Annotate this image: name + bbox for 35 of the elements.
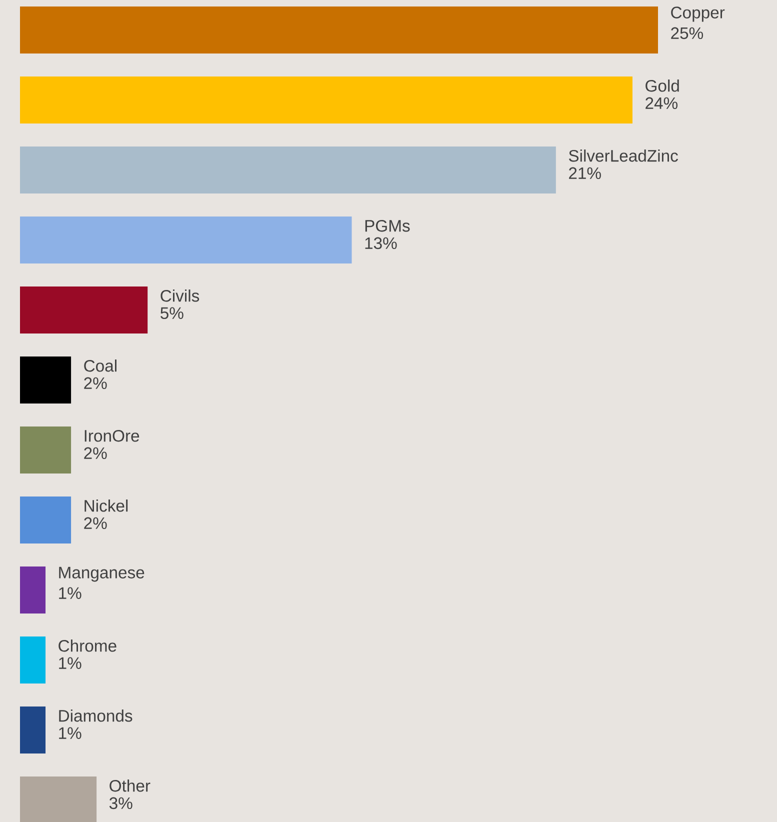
data-label: 1%	[59, 657, 82, 669]
y-tick-label: PGMs	[365, 220, 410, 232]
data-label: 1%	[59, 727, 82, 739]
data-label: 2%	[84, 447, 107, 460]
data-label: 25%	[671, 27, 704, 40]
data-label: 5%	[160, 307, 184, 320]
bar	[20, 706, 46, 754]
data-label: 24%	[646, 97, 678, 110]
data-label: 2%	[84, 517, 107, 530]
bar	[20, 6, 658, 54]
y-tick-label: Gold	[646, 79, 679, 92]
bar	[20, 426, 72, 474]
bar	[20, 636, 46, 684]
y-tick-label: Other	[110, 779, 150, 792]
bar	[20, 76, 632, 124]
data-label: 3%	[109, 797, 132, 810]
y-tick-label: Chrome	[58, 639, 116, 652]
y-tick-label: Civils	[160, 289, 200, 302]
bar	[20, 286, 148, 334]
data-label: 13%	[365, 237, 397, 250]
data-label: 2%	[84, 377, 107, 390]
y-tick-label: IronOre	[84, 430, 140, 442]
y-tick-label: Coal	[84, 359, 116, 372]
y-tick-label: Diamonds	[59, 709, 132, 722]
bar	[20, 216, 352, 264]
y-tick-label: Copper	[671, 6, 725, 22]
bar	[20, 146, 556, 194]
bar	[20, 496, 72, 544]
y-tick-label: SilverLeadZinc	[568, 149, 678, 162]
y-tick-label: Manganese	[59, 566, 144, 582]
bar	[20, 566, 46, 614]
y-tick-label: Nickel	[84, 499, 128, 512]
data-label: 21%	[569, 167, 601, 180]
bar	[20, 356, 72, 404]
data-label: 1%	[59, 587, 82, 599]
